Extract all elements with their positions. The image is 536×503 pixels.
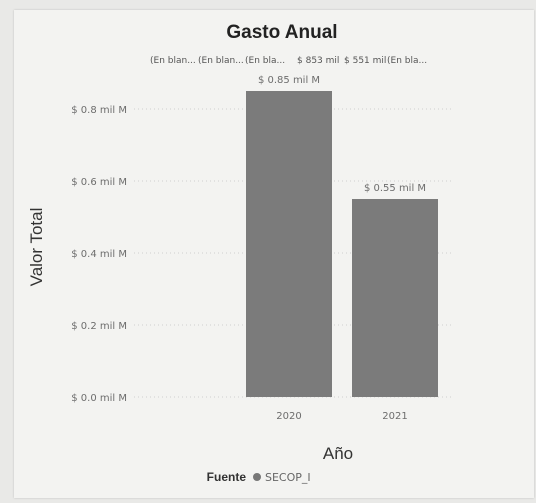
bars bbox=[246, 91, 438, 397]
y-tick-label: $ 0.8 mil M bbox=[71, 105, 127, 116]
y-axis-ticks: $ 0.0 mil M $ 0.2 mil M $ 0.4 mil M $ 0.6 m… bbox=[71, 105, 127, 404]
x-tick-label: 2021 bbox=[382, 411, 407, 422]
bar-chart: Gasto Anual (En blan... (En blan... (En bl… bbox=[27, 22, 454, 484]
x-axis-ticks: 2020 2021 bbox=[276, 411, 407, 422]
overlay-label: (En bla... bbox=[387, 56, 427, 66]
bar-2020[interactable] bbox=[246, 91, 332, 397]
y-tick-label: $ 0.2 mil M bbox=[71, 321, 127, 332]
y-tick-label: $ 0.0 mil M bbox=[71, 393, 127, 404]
legend-marker-icon bbox=[253, 473, 261, 481]
legend-item: SECOP_I bbox=[265, 471, 311, 484]
x-tick-label: 2020 bbox=[276, 411, 301, 422]
overlay-label: $ 853 mil bbox=[297, 56, 339, 66]
chart-title: Gasto Anual bbox=[226, 22, 337, 43]
data-label: $ 0.55 mil M bbox=[364, 183, 426, 194]
overlay-label: (En blan... bbox=[198, 56, 244, 66]
data-labels: $ 0.85 mil M $ 0.55 mil M bbox=[258, 75, 426, 194]
legend: Fuente SECOP_I bbox=[207, 470, 311, 484]
overlay-label: (En blan... bbox=[150, 56, 196, 66]
y-axis-label: Valor Total bbox=[27, 208, 46, 287]
overlay-label: (En bla... bbox=[245, 56, 285, 66]
overlay-label-row: (En blan... (En blan... (En bla... $ 853 mi… bbox=[150, 56, 427, 66]
y-tick-label: $ 0.4 mil M bbox=[71, 249, 127, 260]
legend-title: Fuente bbox=[207, 470, 247, 484]
overlay-label: $ 551 mil bbox=[344, 56, 386, 66]
chart-card: Gasto Anual (En blan... (En blan... (En bl… bbox=[14, 10, 534, 498]
x-axis-label: Año bbox=[323, 444, 353, 463]
data-label: $ 0.85 mil M bbox=[258, 75, 320, 86]
bar-2021[interactable] bbox=[352, 199, 438, 397]
y-tick-label: $ 0.6 mil M bbox=[71, 177, 127, 188]
